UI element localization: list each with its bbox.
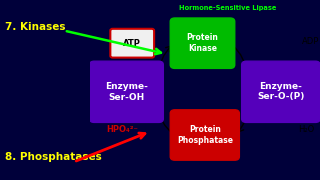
FancyBboxPatch shape [170, 110, 239, 160]
FancyBboxPatch shape [170, 18, 235, 68]
Text: 8. Phosphatases: 8. Phosphatases [5, 152, 101, 162]
Text: Enzyme-
Ser-OH: Enzyme- Ser-OH [105, 82, 148, 102]
FancyBboxPatch shape [110, 29, 154, 58]
Text: H₂O: H₂O [298, 125, 314, 134]
Text: ATP: ATP [123, 39, 141, 48]
Text: HPO₄²⁻: HPO₄²⁻ [106, 125, 138, 134]
Text: Hormone-Sensitive Lipase: Hormone-Sensitive Lipase [179, 5, 276, 11]
Text: 7. Kinases: 7. Kinases [5, 22, 65, 32]
Text: Protein
Phosphatase: Protein Phosphatase [177, 125, 233, 145]
FancyBboxPatch shape [242, 61, 320, 122]
Text: Enzyme-
Ser-O-(P): Enzyme- Ser-O-(P) [257, 82, 305, 102]
FancyBboxPatch shape [90, 61, 163, 122]
Text: ADP: ADP [302, 37, 319, 46]
Text: Protein
Kinase: Protein Kinase [187, 33, 219, 53]
